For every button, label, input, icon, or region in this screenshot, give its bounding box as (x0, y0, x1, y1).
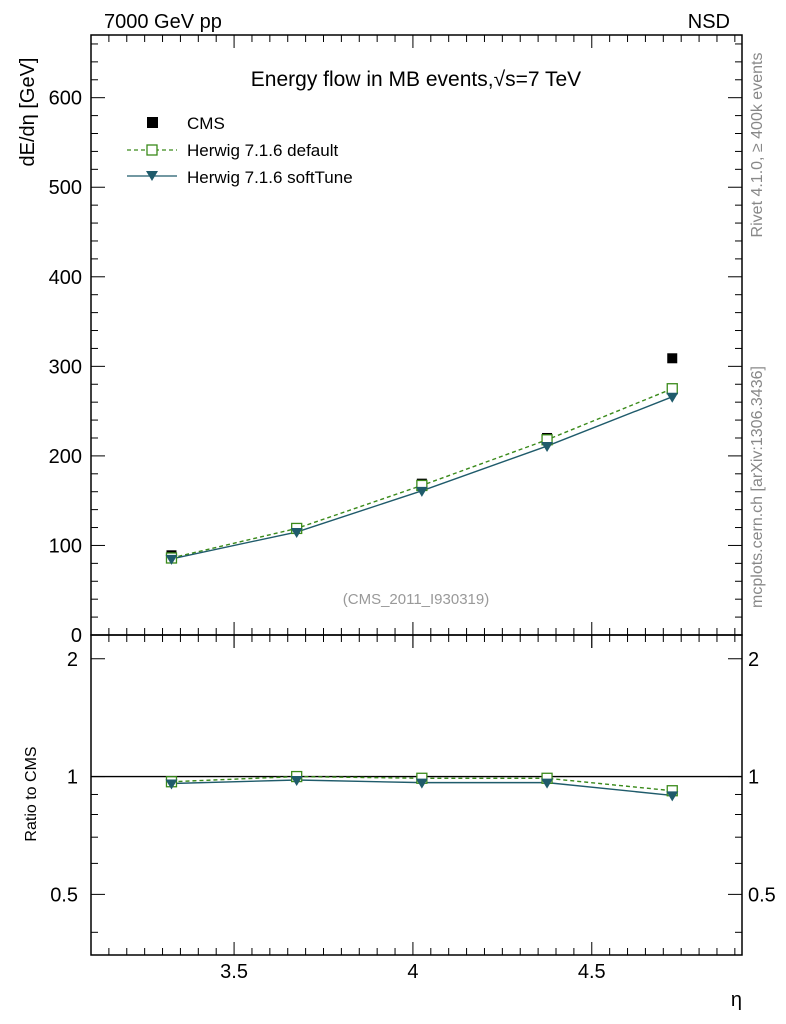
cms-data-point (667, 353, 678, 364)
chart-title: Energy flow in MB events,√s=7 TeV (251, 68, 581, 91)
analysis-tag: (CMS_2011_I930319) (343, 591, 489, 608)
y-tick-label: 0 (71, 625, 82, 647)
legend-softtune-marker (146, 171, 158, 181)
y-tick-label: 600 (49, 88, 82, 110)
softtune-data-point (541, 442, 554, 453)
x-tick-label: 4 (407, 961, 418, 983)
ratio-tick-label-left: 2 (67, 649, 78, 671)
y-tick-label: 400 (49, 267, 82, 289)
y-tick-label: 200 (49, 446, 82, 468)
x-tick-label: 3.5 (220, 961, 248, 983)
axis-tick-labels: 3.5 4 4.5 0 100 200 300 400 500 600 0.5 0.5 1 1 2 2 (49, 88, 776, 983)
axis-ticks (90, 35, 742, 955)
softtune-data-point (290, 528, 303, 539)
header-left-label: 7000 GeV pp (104, 11, 222, 33)
legend-cms-marker (147, 117, 158, 128)
default-data-point (666, 383, 678, 395)
legend: CMS Herwig 7.1.6 default Herwig 7.1.6 so… (127, 114, 353, 187)
legend-cms-label: CMS (187, 114, 225, 133)
ratio-tick-label-right: 2 (748, 649, 759, 671)
softtune-data-point (666, 392, 679, 403)
y-tick-label: 100 (49, 535, 82, 557)
ratio-tick-label-right: 1 (748, 767, 759, 789)
softtune-ratio-point (415, 778, 428, 789)
softtune-ratio-point (666, 791, 679, 802)
legend-default-label: Herwig 7.1.6 default (187, 141, 338, 160)
header-right-label: NSD (688, 11, 730, 33)
x-tick-label: 4.5 (578, 961, 606, 983)
rivet-label: Rivet 4.1.0, ≥ 400k events (749, 53, 766, 238)
y-tick-label: 500 (49, 177, 82, 199)
legend-softtune-label: Herwig 7.1.6 softTune (187, 168, 353, 187)
ratio-axis-title: Ratio to CMS (23, 746, 40, 841)
softtune-ratio-point (541, 778, 554, 789)
series-markers (165, 353, 679, 802)
ratio-tick-label-left: 1 (67, 767, 78, 789)
softtune-data-point (415, 486, 428, 497)
x-axis-title: η (731, 989, 742, 1011)
default-series-line (171, 388, 673, 559)
ratio-tick-label-left: 0.5 (50, 884, 78, 906)
ratio-plot-frame (90, 634, 743, 956)
softtune-ratio-point (290, 775, 303, 786)
y-axis-title: dE/dη [GeV] (17, 58, 39, 167)
y-tick-label: 300 (49, 356, 82, 378)
ratio-tick-label-right: 0.5 (748, 884, 776, 906)
legend-default-marker (146, 144, 158, 156)
softtune-series-line (171, 396, 673, 560)
softtune-ratio-point (165, 779, 178, 790)
mcplots-label: mcplots.cern.ch [arXiv:1306.3436] (749, 366, 766, 608)
softtune-data-point (165, 554, 178, 565)
